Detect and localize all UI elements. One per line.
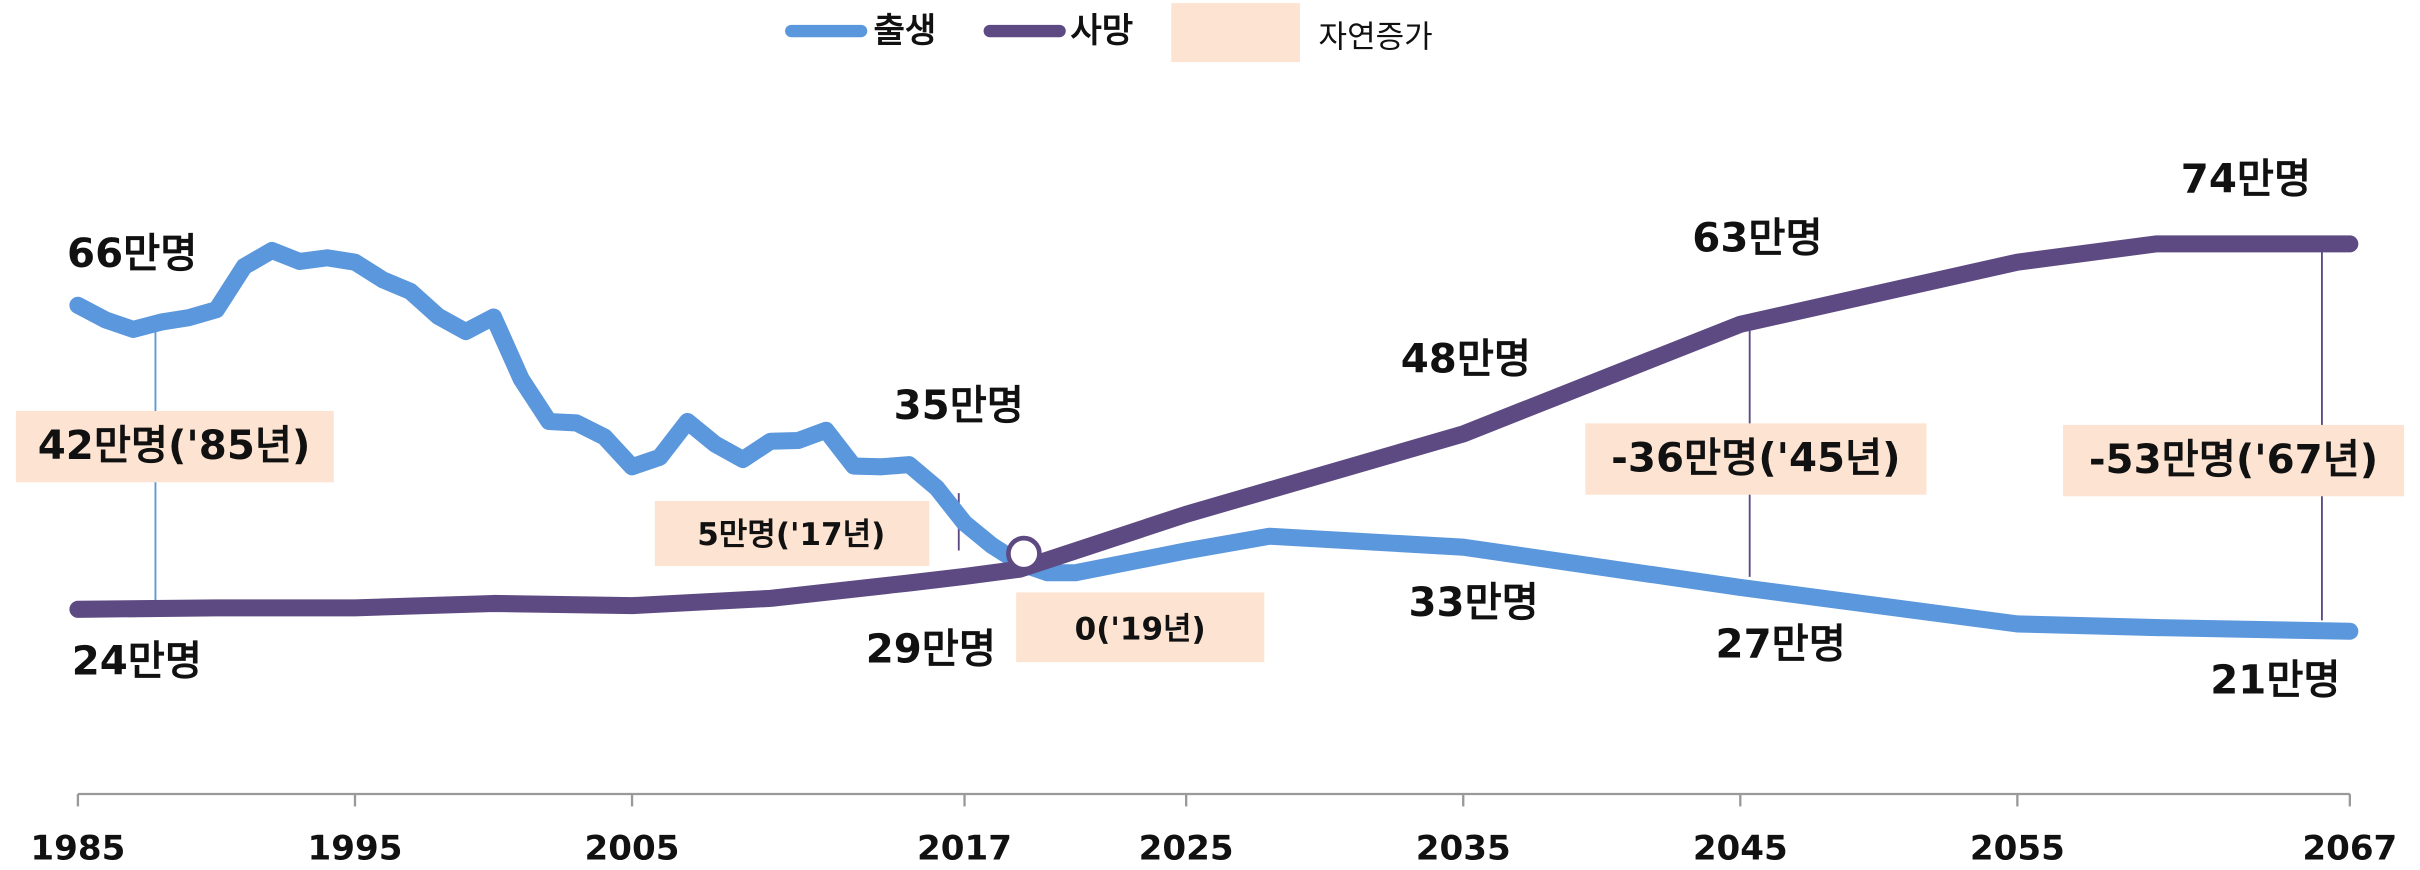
annotation: 63만명 [1692, 214, 1822, 261]
connectors [154, 245, 2323, 621]
annotation: 35만명 [894, 382, 1024, 429]
series-line [69, 235, 2359, 618]
x-tick-label: 1995 [308, 828, 403, 868]
annotation: 29만명 [866, 625, 996, 672]
annotation-box [1016, 592, 1265, 663]
series-line [69, 241, 2359, 640]
annotation: 21만명 [2210, 656, 2340, 703]
annotation: 48만명 [1401, 335, 1531, 382]
x-tick-label: 2045 [1693, 828, 1788, 868]
legend-swatch [1171, 3, 1300, 63]
legend-label: 출생 [873, 11, 936, 51]
annotation-box [15, 410, 334, 483]
x-tick-label: 2067 [2302, 828, 2397, 868]
annotation: 66만명 [67, 230, 197, 277]
annotation: -53만명('67년) [2089, 436, 2378, 483]
annotation: 5만명('17년) [697, 517, 885, 553]
annotation-box [654, 500, 930, 567]
legend-label: 자연증가 [1319, 19, 1433, 55]
legend: 출생 사망 자연증가 [785, 3, 1433, 63]
annotation: 27만명 [1716, 621, 1846, 668]
annotation: 33만명 [1408, 579, 1538, 626]
annotation-box [2062, 424, 2405, 497]
x-tick-label: 2005 [585, 828, 680, 868]
annotation: 74만명 [2181, 155, 2311, 202]
crossing-marker [1006, 535, 1042, 572]
x-tick-label: 1985 [30, 828, 125, 868]
annotation-box [1585, 423, 1927, 495]
annotation: 42만명('85년) [38, 422, 311, 469]
x-tick-label: 2017 [917, 828, 1012, 868]
x-tick-label: 2025 [1139, 828, 1234, 868]
annotation: 24만명 [72, 638, 202, 685]
annotation: 0('19년) [1075, 612, 1206, 648]
annotation: -36만명('45년) [1611, 435, 1900, 482]
legend-label: 사망 [1070, 11, 1133, 51]
x-tick-label: 2035 [1416, 828, 1511, 868]
x-tick-label: 2055 [1970, 828, 2065, 868]
